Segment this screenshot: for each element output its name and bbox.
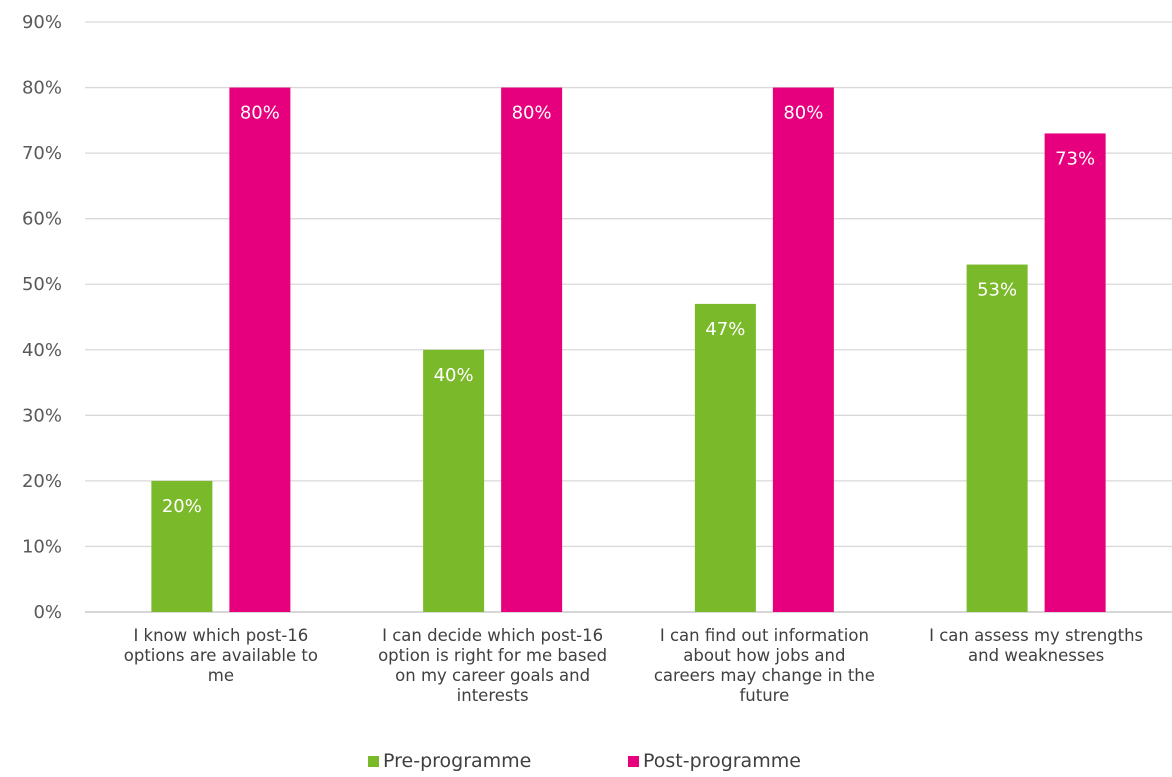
- y-tick-label: 50%: [22, 274, 62, 295]
- category-label: I can assess my strengths and weaknesses: [929, 626, 1143, 665]
- data-label: 73%: [1055, 148, 1095, 169]
- y-tick-label: 40%: [22, 340, 62, 361]
- y-tick-label: 30%: [22, 405, 62, 426]
- bar-post-programme: [501, 87, 563, 613]
- category-label-line: and weaknesses: [968, 646, 1104, 665]
- data-label: 47%: [705, 319, 745, 340]
- bar-pre-programme: [966, 264, 1028, 612]
- y-tick-label: 0%: [33, 602, 62, 623]
- category-label-line: future: [739, 686, 789, 705]
- bars: [151, 87, 1106, 613]
- bar-post-programme: [229, 87, 291, 613]
- data-label: 53%: [977, 280, 1017, 301]
- data-labels: 20% 80% 40% 80% 47% 80% 53% 73%: [162, 103, 1095, 517]
- y-tick-label: 70%: [22, 143, 62, 164]
- y-tick-label: 80%: [22, 78, 62, 99]
- data-label: 20%: [162, 496, 202, 517]
- legend-swatch-pre-programme: [368, 756, 379, 767]
- y-axis-ticks: 0% 10% 20% 30% 40% 50% 60% 70% 80% 90%: [22, 12, 62, 623]
- legend-label: Pre-programme: [383, 750, 531, 772]
- data-label: 80%: [512, 103, 552, 124]
- category-label: I can find out information about how jobs…: [654, 626, 875, 705]
- legend-label: Post-programme: [643, 750, 801, 772]
- category-label-line: I can find out information: [660, 626, 869, 645]
- y-tick-label: 20%: [22, 471, 62, 492]
- category-label: I know which post-16 options are availabl…: [124, 626, 318, 685]
- category-label-line: option is right for me based: [378, 646, 607, 665]
- category-label-line: options are available to: [124, 646, 318, 665]
- category-label-line: me: [208, 666, 234, 685]
- bar-post-programme: [772, 87, 834, 613]
- category-label-line: I can decide which post-16: [382, 626, 603, 645]
- category-label-line: interests: [457, 686, 529, 705]
- bar-pre-programme: [423, 349, 485, 612]
- category-label-line: I can assess my strengths: [929, 626, 1143, 645]
- bar-pre-programme: [151, 480, 213, 612]
- category-label-line: about how jobs and: [683, 646, 845, 665]
- category-label-line: careers may change in the: [654, 666, 875, 685]
- category-label-line: I know which post-16: [133, 626, 308, 645]
- category-label-line: on my career goals and: [395, 666, 590, 685]
- legend: Pre-programme Post-programme: [368, 750, 801, 772]
- y-tick-label: 90%: [22, 12, 62, 33]
- data-label: 40%: [434, 365, 474, 386]
- y-tick-label: 60%: [22, 209, 62, 230]
- bar-pre-programme: [694, 303, 756, 612]
- x-axis-categories: I know which post-16 options are availabl…: [124, 626, 1143, 705]
- data-label: 80%: [240, 103, 280, 124]
- legend-swatch-post-programme: [628, 756, 639, 767]
- bar-post-programme: [1044, 133, 1106, 612]
- category-label: I can decide which post-16 option is righ…: [378, 626, 607, 705]
- data-label: 80%: [783, 103, 823, 124]
- y-tick-label: 10%: [22, 536, 62, 557]
